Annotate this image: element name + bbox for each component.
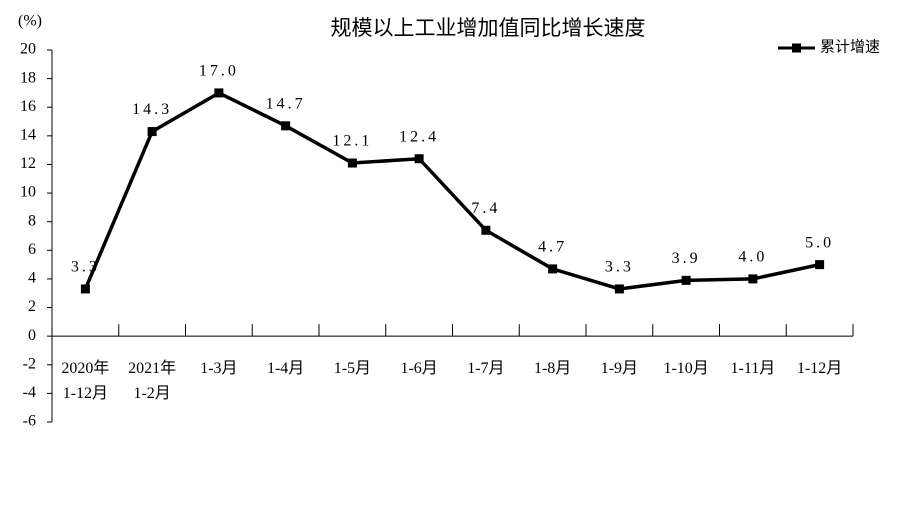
x-tick-label: 1-10月 xyxy=(663,360,709,378)
data-label: 5.0 xyxy=(805,234,834,251)
x-tick-label: 2021年 1-2月 xyxy=(128,360,177,403)
data-label: 12.1 xyxy=(332,133,372,150)
legend-label: 累计增速 xyxy=(820,38,880,55)
data-label: 14.7 xyxy=(266,96,306,113)
y-tick-label: 18 xyxy=(20,69,36,86)
data-label: 4.0 xyxy=(738,249,767,266)
x-tick-label: 1-4月 xyxy=(266,360,305,378)
line xyxy=(83,90,820,291)
x-tick-label: 1-8月 xyxy=(533,360,572,378)
x-tick-label: 2020年 1-12月 xyxy=(61,360,110,403)
y-tick-label: -4 xyxy=(23,384,36,401)
x-tick-label: 1-9月 xyxy=(600,360,639,378)
marker xyxy=(748,274,758,284)
marker xyxy=(681,275,691,285)
x-tick-label: 1-6月 xyxy=(400,360,438,378)
marker xyxy=(281,121,291,131)
x-tick-label: 1-3月 xyxy=(200,360,238,378)
y-axis-label: (%) xyxy=(18,13,42,30)
marker xyxy=(214,88,224,98)
y-tick-label: 8 xyxy=(28,212,36,229)
y-tick-label: 20 xyxy=(20,41,36,58)
x-tick-label: 1-7月 xyxy=(467,360,505,378)
chart-title: 规模以上工业增加值同比增长速度 xyxy=(331,16,646,40)
data-label: 3.9 xyxy=(672,250,701,267)
y-tick-label: 16 xyxy=(20,98,36,115)
marker xyxy=(481,225,491,235)
data-label: 4.7 xyxy=(538,239,567,256)
x-tick-label: 1-12月 xyxy=(796,360,843,378)
x-tick-label: 1-11月 xyxy=(730,360,776,378)
data-label: 7.4 xyxy=(471,200,500,217)
marker xyxy=(347,158,357,168)
y-tick-label: 12 xyxy=(20,155,36,172)
marker xyxy=(80,284,90,294)
marker xyxy=(614,284,624,294)
y-tick-label: 2 xyxy=(28,298,36,315)
legend-marker xyxy=(792,43,801,53)
marker xyxy=(414,154,424,164)
data-label: 12.4 xyxy=(399,128,439,145)
marker xyxy=(147,127,157,137)
y-tick-label: 14 xyxy=(20,127,36,144)
y-tick-label: 10 xyxy=(20,184,36,201)
y-tick-label: -2 xyxy=(23,355,36,372)
y-tick-label: 6 xyxy=(28,241,36,258)
x-tick-label: 1-5月 xyxy=(333,360,372,378)
marker xyxy=(815,260,825,270)
y-tick-label: -6 xyxy=(23,413,36,430)
marker xyxy=(548,264,558,274)
data-label: 17.0 xyxy=(199,63,239,80)
data-label: 14.3 xyxy=(132,101,172,118)
y-tick-label: 0 xyxy=(28,327,36,344)
data-label: 3.3 xyxy=(605,259,634,276)
y-tick-label: 4 xyxy=(28,270,36,287)
data-label: 3.3 xyxy=(71,259,100,276)
